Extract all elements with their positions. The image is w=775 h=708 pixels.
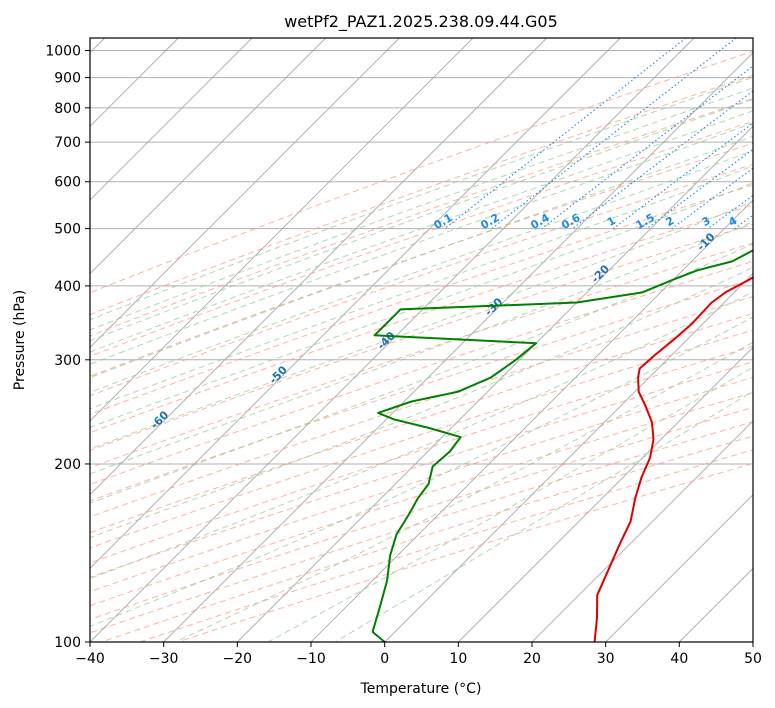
dry-adiabat-line xyxy=(90,50,753,294)
mixing-ratio-lines xyxy=(444,38,753,230)
isotherm-line xyxy=(90,38,621,569)
x-tick-label: 0 xyxy=(380,651,389,667)
y-tick-label: 800 xyxy=(54,101,81,117)
dry-adiabat-line xyxy=(90,98,753,337)
y-axis-label: Pressure (hPa) xyxy=(12,290,28,390)
isotherm-line xyxy=(458,346,753,642)
dry-adiabat-line xyxy=(90,376,753,593)
x-tick-label: −20 xyxy=(223,651,253,667)
isotherm-line xyxy=(90,38,474,422)
isotherm-line xyxy=(531,420,753,642)
mixing-ratio-line xyxy=(671,167,753,230)
dry-adiabat-line xyxy=(90,223,753,451)
plot-frame xyxy=(89,37,754,643)
x-axis-ticks: −40 −30 −20 −10 0 10 20 30 40 50 xyxy=(75,642,762,667)
x-tick-label: 30 xyxy=(597,651,615,667)
isotherm-line xyxy=(90,38,695,642)
dry-adiabat-line xyxy=(90,120,753,357)
isotherm-line xyxy=(384,273,753,642)
x-tick-label: 10 xyxy=(449,651,467,667)
y-tick-label: 900 xyxy=(54,71,81,87)
mixing-ratio-line xyxy=(541,65,753,230)
dry-adiabat-line xyxy=(90,329,753,549)
x-tick-label: −30 xyxy=(149,651,179,667)
moist-adiabat-line xyxy=(90,87,753,331)
moist-adiabat-line xyxy=(174,341,753,642)
x-tick-label: −10 xyxy=(296,651,326,667)
y-tick-label: 500 xyxy=(54,222,81,238)
mixing-ratio-line xyxy=(572,90,753,230)
y-tick-label: 300 xyxy=(54,353,81,369)
y-tick-label: 1000 xyxy=(45,44,81,60)
isotherm-lines xyxy=(90,38,753,642)
x-tick-label: 20 xyxy=(523,651,541,667)
moist-adiabat-line xyxy=(90,110,753,353)
isotherm-line xyxy=(90,38,253,201)
dry-adiabat-line xyxy=(90,142,753,377)
isotherm-line xyxy=(237,125,753,642)
dry-adiabat-line xyxy=(90,278,753,502)
isotherm-line xyxy=(310,199,753,642)
dewpoint-profile-line xyxy=(371,249,753,642)
moist-adiabat-line xyxy=(90,98,753,342)
x-tick-label: 40 xyxy=(670,651,688,667)
moist-adiabat-line xyxy=(90,182,753,428)
y-tick-label: 400 xyxy=(54,279,81,295)
x-axis-label: Temperature (°C) xyxy=(360,681,482,697)
isotherm-line xyxy=(90,38,547,496)
dry-adiabat-line xyxy=(90,74,753,316)
profile-series xyxy=(371,249,753,642)
dry-adiabat-line xyxy=(90,312,753,534)
moist-adiabat-line xyxy=(90,76,753,321)
pressure-gridlines xyxy=(90,50,753,642)
moist-adiabat-lines xyxy=(90,76,753,642)
moist-adiabat-line xyxy=(90,243,753,504)
dry-adiabat-line xyxy=(90,163,753,397)
moist-adiabat-line xyxy=(90,165,753,410)
dry-adiabat-line xyxy=(90,242,753,469)
dry-adiabat-line xyxy=(90,361,753,578)
isotherm-line xyxy=(90,38,326,275)
chart-title: wetPf2_PAZ1.2025.238.09.44.G05 xyxy=(284,12,558,32)
y-axis-ticks: 100 200 300 400 500 600 700 800 900 1000 xyxy=(45,44,90,651)
moist-adiabat-line xyxy=(90,266,753,539)
plot-area: 0.10.20.40.611.52346810131620253036-100-… xyxy=(90,38,753,642)
x-tick-label: 50 xyxy=(744,651,762,667)
y-tick-label: 100 xyxy=(54,635,81,651)
moist-adiabat-line xyxy=(90,291,753,580)
y-tick-label: 700 xyxy=(54,135,81,151)
x-tick-label: −40 xyxy=(75,651,105,667)
moist-adiabat-line xyxy=(90,201,753,450)
isotherm-line xyxy=(605,494,753,642)
isotherm-line xyxy=(90,38,400,348)
y-tick-label: 200 xyxy=(54,457,81,473)
temperature-profile-line xyxy=(593,276,753,642)
y-tick-label: 600 xyxy=(54,175,81,191)
